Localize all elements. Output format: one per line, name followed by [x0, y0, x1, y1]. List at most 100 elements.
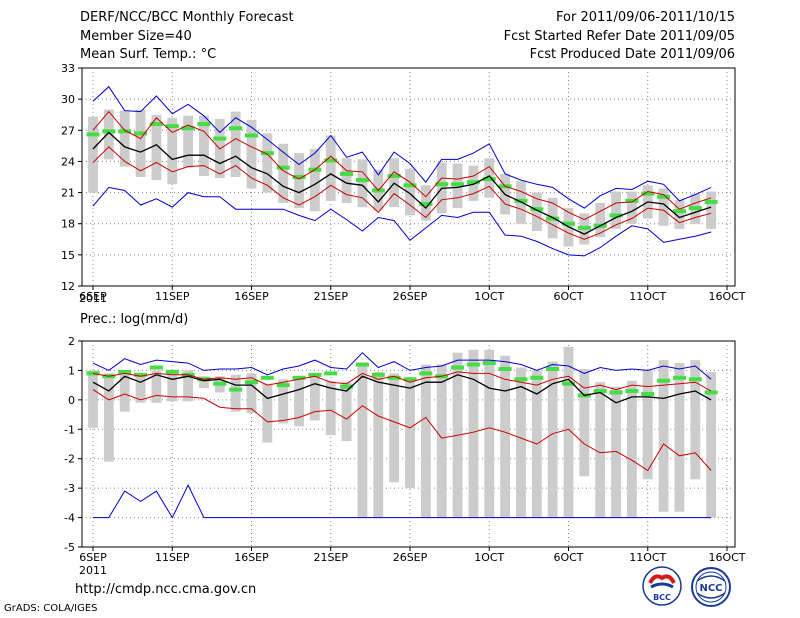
spread-bar — [373, 371, 384, 518]
spread-bar — [167, 117, 178, 185]
spread-bar — [183, 115, 194, 168]
median-mark — [260, 375, 274, 380]
spread-bar — [595, 202, 606, 238]
median-mark — [118, 129, 132, 134]
median-mark — [149, 122, 163, 127]
x-tick-label: 6OCT — [553, 551, 583, 564]
median-mark — [181, 126, 195, 131]
spread-bar — [341, 382, 352, 442]
spread-bar — [103, 373, 114, 462]
median-mark — [641, 391, 655, 396]
spread-bar — [151, 370, 162, 403]
spread-bar — [199, 115, 209, 176]
ncc-logo: NCC — [691, 567, 731, 607]
spread-bar — [262, 133, 273, 193]
spread-bar — [547, 361, 558, 518]
spread-bar — [626, 380, 637, 518]
source-url[interactable]: http://cmdp.ncc.cma.gov.cn — [75, 582, 257, 597]
median-mark — [451, 182, 465, 187]
spread-bar — [642, 370, 653, 480]
spread-bar — [626, 191, 637, 224]
x-tick-label: 26SEP — [393, 551, 428, 564]
spread-bar — [88, 370, 98, 428]
median-mark — [403, 377, 417, 382]
median-mark — [530, 375, 544, 380]
median-mark — [134, 372, 148, 377]
x-tick-label: 21SEP — [313, 551, 348, 564]
median-mark — [562, 381, 575, 386]
spread-bar — [246, 373, 257, 414]
median-mark — [229, 387, 243, 392]
median-mark — [276, 383, 290, 388]
series-line-p10 — [92, 146, 712, 240]
spread-bar — [309, 373, 320, 421]
y-tick-label: 15 — [61, 249, 75, 262]
x-tick-label: 6SEP — [79, 551, 107, 564]
y-tick-label: 18 — [61, 218, 75, 231]
series-line-max — [92, 352, 712, 380]
median-mark — [387, 375, 401, 380]
x-year-label: 2011 — [79, 564, 107, 577]
median-mark — [704, 199, 718, 204]
median-mark — [419, 201, 433, 206]
spread-bar — [658, 188, 669, 226]
median-mark — [387, 173, 401, 178]
median-mark — [641, 191, 655, 196]
spread-bar — [563, 346, 574, 518]
series-line-mean — [92, 374, 712, 404]
median-mark — [165, 369, 179, 374]
spread-bar — [611, 191, 621, 229]
spread-bar — [278, 143, 289, 203]
spread-bar — [325, 135, 336, 201]
ncc-logo-text: NCC — [699, 583, 722, 594]
median-mark — [355, 362, 369, 367]
median-mark — [308, 372, 322, 377]
chart-panel-1: 33 30 27 24 21 18 15 12 6SEP 11SEP 16SEP 21SEP 26SEP… — [61, 62, 746, 305]
median-mark — [86, 132, 100, 137]
x-tick-label: 6SEP — [79, 290, 107, 303]
x-tick-label: 16OCT — [708, 290, 745, 303]
y-tick-label: 30 — [61, 93, 75, 106]
spread-bar — [135, 109, 146, 177]
y-tick-label: -5 — [64, 541, 75, 554]
median-mark — [514, 198, 528, 203]
median-mark — [324, 371, 338, 376]
median-mark — [229, 126, 243, 131]
x-year-label: 2011 — [79, 292, 107, 305]
spread-bar — [674, 199, 685, 229]
median-mark — [482, 177, 496, 182]
forecast-period: For 2011/09/06-2011/10/15 — [556, 10, 735, 25]
y-tick-label: 0 — [68, 394, 75, 407]
median-mark — [466, 362, 480, 367]
median-mark — [625, 389, 639, 394]
median-mark — [324, 158, 338, 163]
median-mark — [530, 207, 544, 212]
spread-bar — [151, 114, 162, 181]
y-tick-label: -2 — [64, 453, 75, 466]
median-mark — [134, 131, 148, 136]
series-line-p90 — [92, 110, 712, 221]
series-line-min — [92, 186, 712, 257]
spread-bar — [167, 370, 178, 402]
chart-title: DERF/NCC/BCC Monthly Forecast — [80, 10, 294, 25]
spread-bar — [611, 386, 621, 518]
x-tick-label: 11SEP — [155, 290, 190, 303]
spread-bar — [690, 360, 701, 480]
spread-bar — [436, 364, 447, 518]
median-mark — [672, 209, 686, 214]
series-line-mean — [92, 131, 712, 235]
median-mark — [546, 216, 560, 221]
median-mark — [609, 390, 623, 395]
x-tick-label: 11OCT — [629, 551, 666, 564]
median-mark — [213, 136, 227, 141]
spread-bar — [294, 376, 304, 427]
median-mark — [498, 366, 512, 371]
spread-bar — [595, 382, 606, 518]
median-mark — [197, 122, 211, 127]
series-line-max — [92, 85, 712, 209]
median-mark — [625, 198, 639, 203]
x-tick-label: 16SEP — [234, 290, 269, 303]
median-mark — [435, 182, 449, 187]
median-mark — [260, 151, 274, 156]
